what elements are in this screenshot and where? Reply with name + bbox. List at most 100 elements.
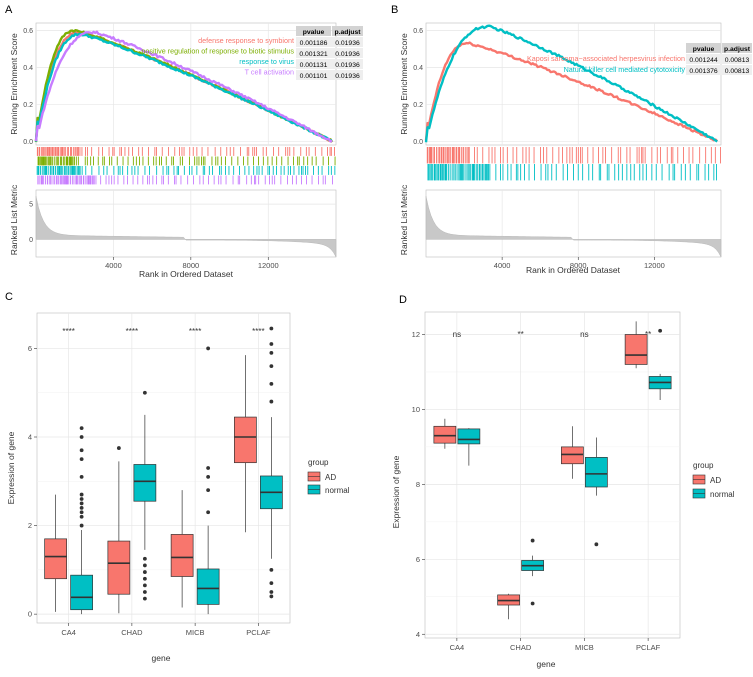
hit-bar: [660, 147, 661, 164]
x-tick-label: 12000: [644, 261, 665, 270]
hit-bar: [305, 147, 307, 156]
hit-bar: [318, 175, 319, 185]
hit-bar: [72, 166, 74, 175]
hit-bar: [161, 156, 162, 166]
x-tick-label: MICB: [575, 643, 594, 652]
box-body: [585, 457, 608, 488]
hit-bar: [55, 147, 56, 156]
hit-bar: [90, 156, 92, 166]
hit-bar: [69, 166, 71, 175]
outlier-point: [658, 328, 663, 333]
hit-bar: [321, 166, 323, 175]
hit-bar: [330, 147, 332, 156]
hit-bar: [447, 164, 449, 181]
hit-bar: [651, 147, 653, 164]
y-tick-label: 0.4: [413, 65, 423, 72]
hit-bar: [298, 166, 300, 175]
hit-bar: [287, 175, 288, 185]
boxplot-d-ylabel: Expression of gene: [391, 455, 401, 528]
hit-bar: [457, 147, 459, 164]
hit-bar: [432, 164, 434, 181]
outlier-point: [269, 342, 274, 346]
outlier-point: [79, 448, 84, 453]
boxplot-panel-c: **** **** **** **** 0 2 4 6 CA4 CHAD MICB PCLAF E…: [6, 312, 350, 663]
hit-bar: [204, 166, 206, 175]
boxplot-c-ylabel: Expression of gene: [6, 431, 16, 504]
hit-bar: [587, 147, 589, 164]
hit-bar: [246, 147, 248, 156]
gsea-a-table-cell: 0.001101: [300, 73, 328, 80]
hit-bar: [48, 147, 50, 156]
hit-bar: [233, 147, 235, 156]
hit-bar: [237, 156, 239, 166]
legend-key-normal: [307, 484, 321, 495]
hit-bar: [551, 164, 553, 181]
hit-bar: [483, 164, 485, 181]
hit-bar: [225, 166, 226, 175]
hit-bar: [672, 147, 674, 164]
hit-bar: [507, 164, 509, 181]
hit-bar: [55, 156, 57, 166]
hit-bar: [102, 156, 104, 166]
hit-bar: [43, 166, 45, 175]
hit-bar: [217, 156, 219, 166]
outlier-point: [79, 457, 84, 462]
hit-bar: [301, 166, 302, 175]
hit-bar: [295, 175, 297, 185]
gsea-b-grid: [426, 23, 721, 145]
box-body: [561, 446, 584, 465]
hit-bar: [81, 147, 83, 156]
hit-bar: [144, 166, 146, 175]
hit-bar: [180, 175, 182, 185]
hit-bar: [68, 156, 70, 166]
hit-bar: [51, 156, 53, 166]
hit-bar: [566, 147, 568, 164]
hit-bar: [95, 175, 97, 185]
hit-bar: [567, 164, 568, 181]
hit-bar: [204, 156, 206, 166]
boxplot-c-grid: [37, 313, 290, 623]
hit-bar: [220, 166, 222, 175]
hit-bar: [710, 147, 712, 164]
hit-bar: [283, 166, 285, 175]
hit-bar: [272, 166, 274, 175]
hit-bar: [42, 175, 43, 185]
hit-bar: [636, 147, 638, 164]
gsea-a-legend-label: defense response to symbiont: [198, 36, 294, 45]
hit-bar: [79, 175, 81, 185]
hit-bar: [165, 156, 167, 166]
hit-bar: [280, 175, 282, 185]
panel-label-c: C: [5, 291, 13, 303]
hit-bar: [588, 164, 590, 181]
outlier-point: [142, 583, 147, 588]
gsea-b-xlabel: Rank in Ordered Dataset: [526, 265, 621, 275]
hit-bar: [39, 147, 41, 156]
hit-bar: [57, 166, 59, 175]
gsea-panel-b: 0.0 0.2 0.4 0.6 Running Enrichment Score Ra…: [399, 22, 752, 275]
hit-bar: [152, 175, 154, 185]
hit-bar: [61, 156, 62, 166]
hit-bar: [618, 164, 620, 181]
hit-bar: [196, 147, 198, 156]
gsea-a-pvalue-table: pvalue p.adjust 0.001186 0.01936 0.00132…: [296, 26, 363, 80]
box-micb-normal: [585, 437, 608, 547]
hit-bar: [52, 147, 53, 156]
hit-bar: [516, 147, 518, 164]
hit-bar: [70, 156, 71, 166]
hit-bar: [250, 175, 252, 185]
hit-bar: [64, 175, 65, 185]
hit-bar: [656, 147, 658, 164]
x-tick-label: 8000: [570, 261, 587, 270]
x-tick-label: CHAD: [510, 643, 532, 652]
hit-bar: [58, 156, 60, 166]
hit-bar: [677, 147, 679, 164]
x-tick-label: CA4: [61, 628, 76, 637]
outlier-point: [79, 497, 84, 501]
hit-bar: [91, 147, 93, 156]
hit-bar: [189, 156, 190, 166]
hit-bar: [638, 147, 640, 164]
hit-bar: [506, 147, 508, 164]
hit-bar: [642, 164, 644, 181]
hit-bar: [486, 164, 488, 181]
hit-bar: [633, 164, 635, 181]
